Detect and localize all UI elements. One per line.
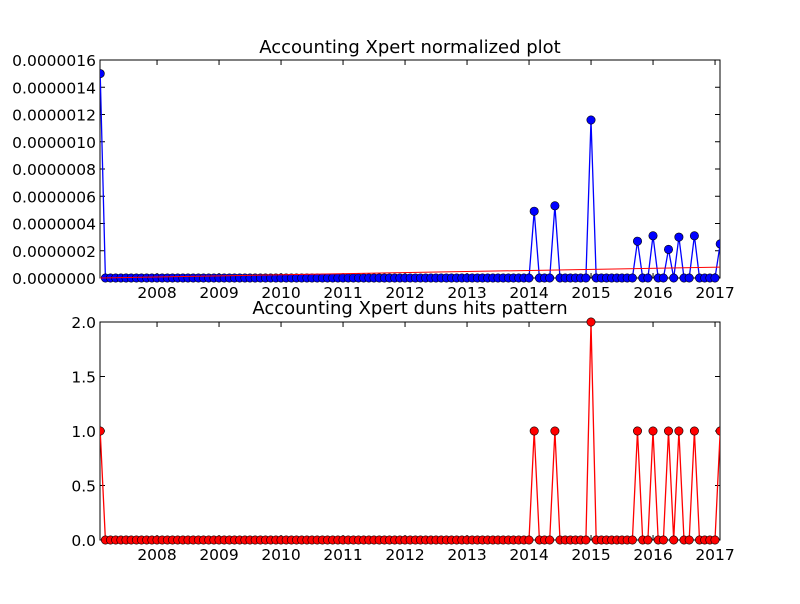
data-point [669,273,679,283]
x-tick-label: 2015 [571,284,610,302]
y-tick-label: 1.0 [71,423,96,441]
x-tick-label: 2009 [199,546,238,564]
data-point [550,201,560,211]
data-point [100,69,105,79]
data-point [632,236,642,246]
data-point [715,239,720,249]
data-point [648,231,658,241]
data-point [684,273,694,283]
data-point [710,535,720,545]
data-point [627,535,637,545]
duns-hits-plot: 2008 2009 2010 2011 2012 2013 2014 2015 2016 2017… [71,298,734,564]
series-line [100,321,720,541]
data-point [710,273,720,283]
chart-title: Accounting Xpert duns hits pattern [252,298,567,319]
x-tick-label: 2017 [695,284,734,302]
normalized-plot: 2008 2009 2010 2011 2012 2013 2014 2015 2016 2017… [12,37,735,302]
data-point [689,231,699,241]
y-tick-label: 2.0 [71,314,96,332]
data-point [586,317,596,327]
x-tick-label: 2016 [633,284,672,302]
data-point [627,273,637,283]
x-tick-label: 2016 [633,546,672,564]
data-point [524,535,534,545]
data-point [715,426,720,436]
data-point [550,426,560,436]
y-tick-label: 0.0000008 [12,161,96,179]
data-point [581,273,591,283]
x-tick-label: 2014 [509,546,548,564]
y-tick-label: 1.5 [71,369,96,387]
x-tick-label: 2009 [199,284,238,302]
data-point [586,115,596,125]
y-tick-label: 0.0000010 [12,134,96,152]
plot-frame [99,59,721,279]
data-point [658,535,668,545]
series-line [100,73,720,279]
x-tick-label: 2013 [447,284,486,302]
data-point [643,535,653,545]
data-point [100,426,105,436]
x-tick-label: 2013 [447,546,486,564]
data-point [669,535,679,545]
data-layer [100,69,720,283]
data-point [674,232,684,242]
y-tick-label: 0.0000016 [12,52,96,70]
chart-title: Accounting Xpert normalized plot [259,37,560,58]
y-tick-label: 0.0 [71,532,96,550]
data-point [663,426,673,436]
y-tick-label: 0.5 [71,478,96,496]
data-point [658,273,668,283]
x-tick-label: 2010 [261,546,300,564]
y-tick-label: 0.0000006 [12,188,96,206]
x-tick-label: 2012 [385,284,424,302]
y-tick-label: 0.0000012 [12,107,96,125]
x-tick-label: 2011 [323,284,362,302]
x-tick-label: 2008 [137,284,176,302]
plot-frame [99,321,721,541]
data-point [581,535,591,545]
data-point [529,206,539,216]
data-point [524,273,534,283]
y-tick-label: 0.0000002 [12,243,96,261]
data-point [545,273,555,283]
x-tick-label: 2010 [261,284,300,302]
data-point [689,426,699,436]
data-point [632,426,642,436]
y-tick-label: 0.0000004 [12,216,96,234]
data-point [545,535,555,545]
x-tick-label: 2015 [571,546,610,564]
x-tick-label: 2011 [323,546,362,564]
data-point [643,273,653,283]
data-point [684,535,694,545]
x-tick-label: 2014 [509,284,548,302]
data-point [529,426,539,436]
data-point [648,426,658,436]
x-tick-label: 2012 [385,546,424,564]
data-point [674,426,684,436]
y-tick-label: 0.0000014 [12,79,96,97]
x-tick-label: 2017 [695,546,734,564]
x-tick-label: 2008 [137,546,176,564]
trend-line [100,266,720,279]
data-layer [100,317,720,545]
data-point [663,244,673,254]
y-tick-label: 0.0000000 [12,270,96,288]
